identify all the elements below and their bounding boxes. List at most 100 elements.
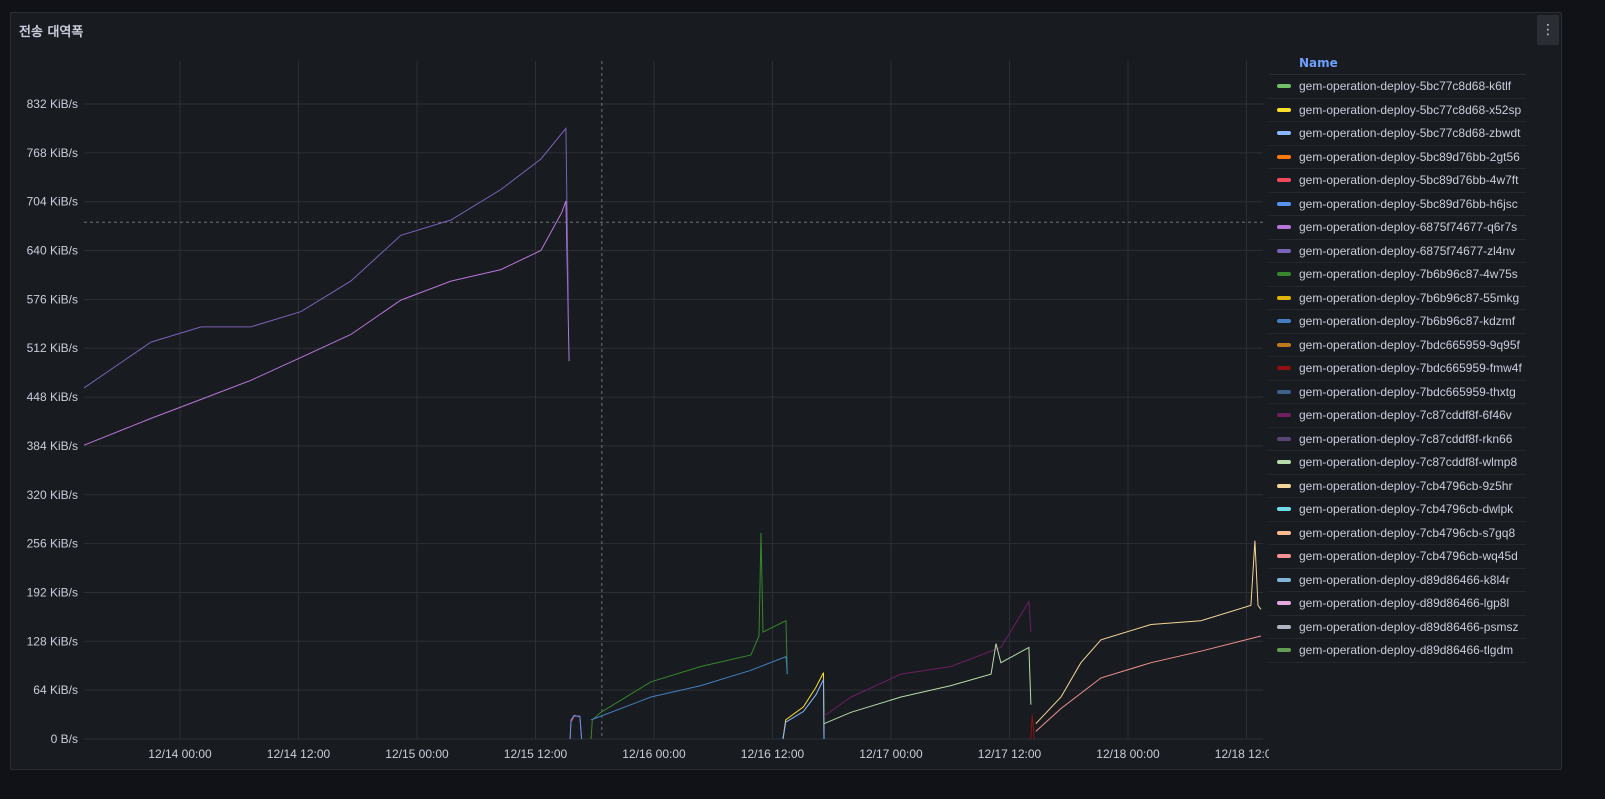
legend-header-name[interactable]: Name [1269, 53, 1526, 75]
legend-label: gem-operation-deploy-7c87cddf8f-6f46v [1299, 408, 1512, 423]
legend-item[interactable]: gem-operation-deploy-d89d86466-tlgdm [1269, 639, 1526, 663]
y-tick-label: 832 KiB/s [27, 97, 78, 111]
legend-label: gem-operation-deploy-7b6b96c87-55mkg [1299, 290, 1520, 305]
y-tick-label: 512 KiB/s [27, 341, 78, 355]
series-line-5bc77c8d68-zbwdt [782, 679, 825, 740]
legend-item[interactable]: gem-operation-deploy-5bc89d76bb-4w7ft [1269, 169, 1526, 193]
legend-item[interactable]: gem-operation-deploy-7cb4796cb-9z5hr [1269, 475, 1526, 498]
legend-swatch-icon [1277, 178, 1291, 183]
legend-swatch-icon [1277, 248, 1291, 253]
bandwidth-panel: 전송 대역폭 ⋮ 0 B/s 64 KiB/s 128 KiB/s 192 KiB/s… [10, 12, 1562, 770]
x-tick-label: 12/15 12:00 [504, 747, 568, 761]
series-line-7b6b96c87-4w75s [590, 532, 788, 740]
series-line-7cb4796cb-9z5hr [1035, 540, 1262, 725]
legend-swatch-icon [1277, 154, 1291, 159]
kebab-menu-icon[interactable]: ⋮ [1537, 15, 1559, 45]
legend-item[interactable]: gem-operation-deploy-7c87cddf8f-6f46v [1269, 404, 1526, 428]
x-tick-label: 12/16 00:00 [622, 747, 686, 761]
legend-swatch-icon [1277, 530, 1291, 535]
legend-item[interactable]: gem-operation-deploy-7b6b96c87-kdzmf [1269, 310, 1526, 334]
legend-label: gem-operation-deploy-5bc77c8d68-k6tlf [1299, 79, 1512, 94]
legend-label: gem-operation-deploy-7c87cddf8f-rkn66 [1299, 431, 1513, 446]
y-tick-label: 256 KiB/s [27, 537, 78, 551]
legend-item[interactable]: gem-operation-deploy-7b6b96c87-55mkg [1269, 287, 1526, 310]
legend-label: gem-operation-deploy-d89d86466-psmsz [1299, 619, 1519, 634]
time-series-chart[interactable]: 0 B/s 64 KiB/s 128 KiB/s 192 KiB/s 256 KiB/s… [11, 13, 1269, 769]
y-tick-label: 320 KiB/s [27, 488, 78, 502]
series-line-6875f74677-zl4nv [83, 127, 569, 389]
legend-swatch-icon [1277, 272, 1291, 277]
series-line-7bdc665959-fmw4f [1030, 714, 1035, 740]
legend-item[interactable]: gem-operation-deploy-7cb4796cb-wq45d [1269, 545, 1526, 569]
legend-swatch-icon [1277, 225, 1291, 230]
x-tick-label: 12/17 12:00 [978, 747, 1042, 761]
legend-item[interactable]: gem-operation-deploy-d89d86466-psmsz [1269, 616, 1526, 639]
legend-swatch-icon [1277, 507, 1291, 512]
legend-item[interactable]: gem-operation-deploy-7c87cddf8f-rkn66 [1269, 428, 1526, 451]
legend-item[interactable]: gem-operation-deploy-7cb4796cb-s7gq8 [1269, 522, 1526, 545]
legend-label: gem-operation-deploy-7cb4796cb-wq45d [1299, 549, 1518, 564]
x-tick-label: 12/14 12:00 [267, 747, 331, 761]
legend-label: gem-operation-deploy-7bdc665959-9q95f [1299, 337, 1520, 352]
y-tick-label: 448 KiB/s [27, 390, 78, 404]
legend-item[interactable]: gem-operation-deploy-7bdc665959-thxtg [1269, 381, 1526, 404]
legend-label: gem-operation-deploy-5bc89d76bb-4w7ft [1299, 173, 1519, 188]
legend-item[interactable]: gem-operation-deploy-7cb4796cb-dwlpk [1269, 498, 1526, 522]
legend-label: gem-operation-deploy-5bc89d76bb-2gt56 [1299, 149, 1520, 164]
legend-item[interactable]: gem-operation-deploy-6875f74677-q6r7s [1269, 216, 1526, 240]
legend-item[interactable]: gem-operation-deploy-5bc77c8d68-x52sp [1269, 99, 1526, 122]
series-line-5bc89d76bb-h6jsc [569, 714, 583, 740]
legend-label: gem-operation-deploy-7b6b96c87-kdzmf [1299, 314, 1516, 329]
legend-item[interactable]: gem-operation-deploy-5bc77c8d68-zbwdt [1269, 122, 1526, 146]
x-tick-label: 12/17 00:00 [859, 747, 923, 761]
legend-item[interactable]: gem-operation-deploy-7bdc665959-fmw4f [1269, 357, 1526, 381]
legend-label: gem-operation-deploy-7cb4796cb-dwlpk [1299, 502, 1514, 517]
legend-swatch-icon [1277, 366, 1291, 371]
legend-label: gem-operation-deploy-d89d86466-k8l4r [1299, 572, 1510, 587]
legend-item[interactable]: gem-operation-deploy-7bdc665959-9q95f [1269, 334, 1526, 357]
legend-item[interactable]: gem-operation-deploy-5bc89d76bb-h6jsc [1269, 193, 1526, 216]
legend-swatch-icon [1277, 84, 1291, 89]
legend-item[interactable]: gem-operation-deploy-d89d86466-k8l4r [1269, 569, 1526, 592]
legend-swatch-icon [1277, 436, 1291, 441]
series-line-6875f74677-q6r7s [83, 200, 570, 446]
legend-label: gem-operation-deploy-d89d86466-tlgdm [1299, 643, 1514, 658]
x-tick-label: 12/18 00:00 [1096, 747, 1160, 761]
legend-item[interactable]: gem-operation-deploy-7c87cddf8f-wlmp8 [1269, 451, 1526, 475]
legend-label: gem-operation-deploy-d89d86466-lgp8l [1299, 596, 1510, 611]
y-tick-label: 0 B/s [51, 732, 78, 746]
legend-label: gem-operation-deploy-7b6b96c87-4w75s [1299, 267, 1518, 282]
legend-swatch-icon [1277, 624, 1291, 629]
legend-item[interactable]: gem-operation-deploy-7b6b96c87-4w75s [1269, 263, 1526, 287]
legend-item[interactable]: gem-operation-deploy-5bc89d76bb-2gt56 [1269, 146, 1526, 169]
legend-swatch-icon [1277, 389, 1291, 394]
legend-swatch-icon [1277, 577, 1291, 582]
legend-swatch-icon [1277, 601, 1291, 606]
legend-item[interactable]: gem-operation-deploy-d89d86466-lgp8l [1269, 592, 1526, 616]
legend-swatch-icon [1277, 648, 1291, 653]
y-tick-label: 640 KiB/s [27, 244, 78, 258]
legend: Name gem-operation-deploy-5bc77c8d68-k6t… [1269, 53, 1526, 663]
legend-label: gem-operation-deploy-6875f74677-zl4nv [1299, 243, 1516, 258]
legend-swatch-icon [1277, 319, 1291, 324]
legend-item[interactable]: gem-operation-deploy-5bc77c8d68-k6tlf [1269, 75, 1526, 99]
legend-swatch-icon [1277, 460, 1291, 465]
legend-label: gem-operation-deploy-7bdc665959-thxtg [1299, 384, 1516, 399]
series-line-7c87cddf8f-wlmp8 [823, 643, 1032, 725]
legend-swatch-icon [1277, 131, 1291, 136]
legend-swatch-icon [1277, 342, 1291, 347]
legend-swatch-icon [1277, 554, 1291, 559]
y-tick-label: 192 KiB/s [27, 585, 78, 599]
legend-swatch-icon [1277, 295, 1291, 300]
legend-item[interactable]: gem-operation-deploy-6875f74677-zl4nv [1269, 240, 1526, 263]
legend-swatch-icon [1277, 483, 1291, 488]
y-tick-label: 384 KiB/s [27, 439, 78, 453]
x-tick-label: 12/18 12:00 [1215, 747, 1269, 761]
legend-label: gem-operation-deploy-7cb4796cb-s7gq8 [1299, 525, 1516, 540]
legend-swatch-icon [1277, 201, 1291, 206]
x-tick-label: 12/15 00:00 [385, 747, 449, 761]
series-line-7c87cddf8f-6f46v [823, 599, 1032, 717]
legend-label: gem-operation-deploy-7bdc665959-fmw4f [1299, 361, 1522, 376]
panel-title: 전송 대역폭 [19, 25, 84, 40]
legend-swatch-icon [1277, 413, 1291, 418]
